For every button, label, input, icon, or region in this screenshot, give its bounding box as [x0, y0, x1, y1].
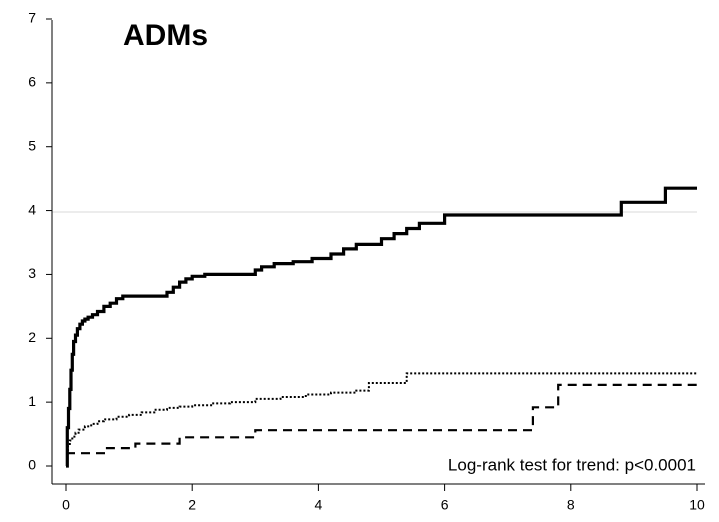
- y-tick-label-6: 6: [28, 74, 36, 90]
- y-tick-label-7: 7: [28, 10, 36, 26]
- y-tick-label-1: 1: [28, 393, 36, 409]
- x-tick-label-6: 6: [441, 497, 449, 513]
- series-line-dashed: [66, 383, 697, 455]
- y-tick-label-5: 5: [28, 137, 36, 153]
- series-line-solid: [65, 186, 697, 468]
- chart-title: ADMs: [123, 19, 208, 52]
- y-axis-ticks: 0 1 2 3 4 5 6 7: [28, 10, 52, 473]
- x-tick-label-0: 0: [62, 497, 70, 513]
- x-tick-label-2: 2: [188, 497, 196, 513]
- x-axis-ticks: 0 2 4 6 8 10: [62, 484, 705, 513]
- y-tick-label-0: 0: [28, 457, 36, 473]
- y-tick-label-3: 3: [28, 265, 36, 281]
- y-tick-label-2: 2: [28, 329, 36, 345]
- logrank-annotation: Log-rank test for trend: p<0.0001: [448, 455, 696, 474]
- y-tick-label-4: 4: [28, 201, 36, 217]
- x-tick-label-8: 8: [567, 497, 575, 513]
- x-tick-label-4: 4: [315, 497, 323, 513]
- series-layer: [65, 186, 697, 468]
- series-line-dotted: [66, 372, 697, 455]
- x-tick-label-10: 10: [689, 497, 705, 513]
